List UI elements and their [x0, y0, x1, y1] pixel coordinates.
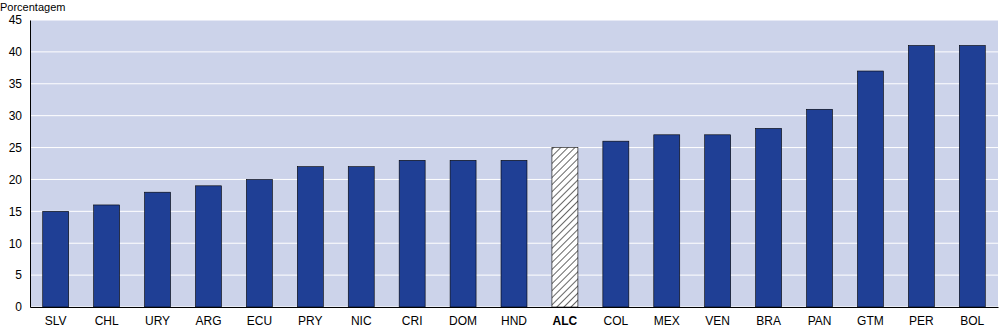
bar — [705, 135, 731, 307]
tick: 15 — [9, 205, 30, 219]
tick-label: ALC — [553, 314, 578, 328]
bar — [246, 179, 272, 307]
tick-label: HND — [501, 314, 527, 328]
tick: URY — [145, 307, 170, 328]
tick-label: CHL — [95, 314, 119, 328]
tick: HND — [501, 307, 527, 328]
tick: 35 — [9, 77, 30, 91]
bar — [195, 186, 221, 307]
tick: DOM — [449, 307, 477, 328]
tick-label: 15 — [9, 205, 23, 219]
bar — [756, 128, 782, 307]
bar — [399, 160, 425, 307]
tick-label: GTM — [857, 314, 884, 328]
tick: 20 — [9, 173, 30, 187]
bar — [603, 141, 629, 307]
bars — [43, 46, 986, 307]
tick: PER — [909, 307, 934, 328]
tick-label: 20 — [9, 173, 23, 187]
tick: VEN — [705, 307, 730, 328]
tick-label: 5 — [15, 268, 22, 282]
plot-background — [30, 20, 998, 307]
tick-label: DOM — [449, 314, 477, 328]
tick: GTM — [857, 307, 884, 328]
tick: 45 — [9, 13, 30, 27]
grid — [30, 20, 998, 307]
tick: 0 — [15, 300, 30, 314]
tick-label: 35 — [9, 77, 23, 91]
axis-line — [31, 307, 999, 308]
tick-label: MEX — [654, 314, 680, 328]
bar — [94, 205, 120, 307]
tick-label: NIC — [351, 314, 372, 328]
bar — [501, 160, 527, 307]
bar — [654, 135, 680, 307]
tick-label: URY — [145, 314, 170, 328]
grid-line — [30, 115, 998, 116]
bar — [552, 148, 578, 307]
grid-line — [30, 20, 998, 21]
tick: 40 — [9, 45, 30, 59]
tick-label: COL — [603, 314, 628, 328]
tick-label: 0 — [15, 300, 22, 314]
grid-line — [30, 147, 998, 148]
tick: MEX — [654, 307, 680, 328]
tick-label: 40 — [9, 45, 23, 59]
tick: SLV — [45, 307, 67, 328]
bar — [297, 167, 323, 307]
tick-label: CRI — [402, 314, 423, 328]
tick-label: PER — [909, 314, 934, 328]
tick-label: BRA — [756, 314, 781, 328]
tick-label: BOL — [960, 314, 984, 328]
grid-line — [30, 51, 998, 52]
tick: COL — [603, 307, 628, 328]
tick-label: SLV — [45, 314, 67, 328]
tick: ALC — [553, 307, 578, 328]
tick-label: 45 — [9, 13, 23, 27]
axis-title: Porcentagem — [0, 1, 65, 13]
bar — [450, 160, 476, 307]
tick: PAN — [808, 307, 832, 328]
tick-label: 30 — [9, 109, 23, 123]
tick-label: PAN — [808, 314, 832, 328]
tick: ECU — [247, 307, 272, 328]
tick-label: 25 — [9, 141, 23, 155]
tick-label: VEN — [705, 314, 730, 328]
bar — [807, 109, 833, 307]
bar — [857, 71, 883, 307]
tick: 25 — [9, 141, 30, 155]
tick: PRY — [298, 307, 322, 328]
axis-line — [30, 21, 31, 308]
tick-label: ECU — [247, 314, 272, 328]
bar — [348, 167, 374, 307]
plot: 0 5 10 15 20 25 30 35 40 45 SLV CHL URY ARG ECU PRY NIC C… — [9, 13, 999, 327]
tick: CHL — [95, 307, 119, 328]
tick: BRA — [756, 307, 781, 328]
chart: 0 5 10 15 20 25 30 35 40 45 SLV CHL URY ARG ECU PRY NIC C… — [0, 0, 1000, 331]
tick: NIC — [351, 307, 372, 328]
tick: BOL — [960, 307, 984, 328]
bar — [145, 192, 171, 307]
tick: 10 — [9, 237, 30, 251]
tick: CRI — [402, 307, 423, 328]
grid-line — [30, 83, 998, 84]
x-axis: SLV CHL URY ARG ECU PRY NIC CRI DOM HND ALC COL MEX V… — [31, 307, 999, 328]
tick-label: PRY — [298, 314, 322, 328]
y-axis: 0 5 10 15 20 25 30 35 40 45 — [9, 13, 31, 314]
tick: 30 — [9, 109, 30, 123]
bar — [908, 46, 934, 307]
tick-label: 10 — [9, 237, 23, 251]
tick-label: ARG — [195, 314, 221, 328]
tick: ARG — [195, 307, 221, 328]
bar — [43, 211, 69, 307]
bar — [959, 46, 985, 307]
tick: 5 — [15, 268, 30, 282]
